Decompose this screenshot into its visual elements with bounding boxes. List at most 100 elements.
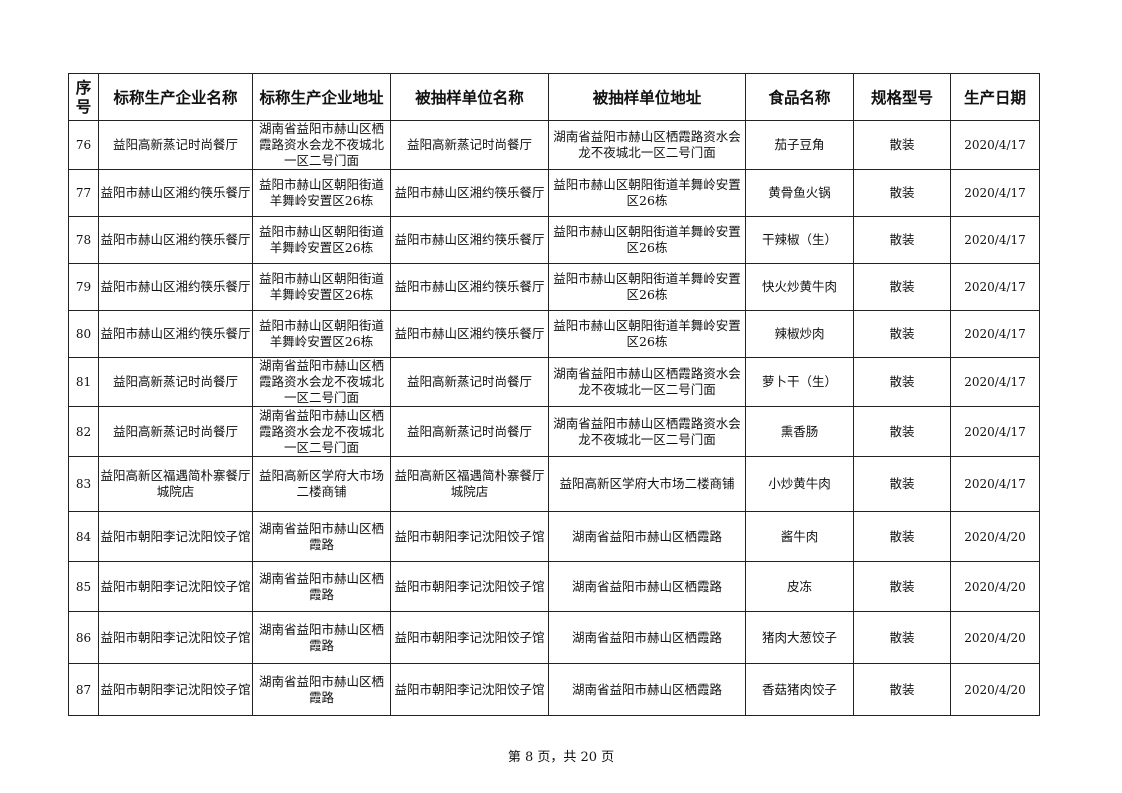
serial-cell: 82 <box>68 406 99 457</box>
production-date-cell: 2020/4/20 <box>950 561 1040 612</box>
sampled-unit-name-cell: 益阳市赫山区湘约筷乐餐厅 <box>390 310 549 358</box>
header-production-date: 生产日期 <box>950 73 1040 121</box>
sampled-unit-name-cell: 益阳市朝阳李记沈阳饺子馆 <box>390 511 549 562</box>
food-name-cell: 香菇猪肉饺子 <box>745 663 854 716</box>
header-serial: 序号 <box>68 73 99 121</box>
food-name-cell: 酱牛肉 <box>745 511 854 562</box>
table-header-row: 序号 标称生产企业名称 标称生产企业地址 被抽样单位名称 被抽样单位地址 食品名称 规格型号… <box>68 73 1040 121</box>
serial-cell: 81 <box>68 357 99 407</box>
table-row: 84 益阳市朝阳李记沈阳饺子馆 湖南省益阳市赫山区栖霞路 益阳市朝阳李记沈阳饺子馆 湖南… <box>68 511 1040 562</box>
sampled-unit-name-cell: 益阳市朝阳李记沈阳饺子馆 <box>390 663 549 716</box>
sampled-unit-address-cell: 湖南省益阳市赫山区栖霞路 <box>548 511 746 562</box>
food-name-cell: 熏香肠 <box>745 406 854 457</box>
header-specification: 规格型号 <box>853 73 951 121</box>
serial-cell: 78 <box>68 216 99 264</box>
table-row: 86 益阳市朝阳李记沈阳饺子馆 湖南省益阳市赫山区栖霞路 益阳市朝阳李记沈阳饺子馆 湖南… <box>68 611 1040 664</box>
manufacturer-address-cell: 湖南省益阳市赫山区栖霞路资水会龙不夜城北一区二号门面 <box>252 406 391 457</box>
production-date-cell: 2020/4/17 <box>950 120 1040 170</box>
manufacturer-address-cell: 湖南省益阳市赫山区栖霞路资水会龙不夜城北一区二号门面 <box>252 120 391 170</box>
specification-cell: 散装 <box>853 663 951 716</box>
table-row: 81 益阳高新蒸记时尚餐厅 湖南省益阳市赫山区栖霞路资水会龙不夜城北一区二号门面 益阳… <box>68 357 1040 407</box>
manufacturer-address-cell: 益阳市赫山区朝阳街道羊舞岭安置区26栋 <box>252 169 391 217</box>
sampled-unit-address-cell: 益阳高新区学府大市场二楼商铺 <box>548 456 746 512</box>
food-name-cell: 茄子豆角 <box>745 120 854 170</box>
specification-cell: 散装 <box>853 406 951 457</box>
manufacturer-name-cell: 益阳市朝阳李记沈阳饺子馆 <box>98 511 253 562</box>
header-food-name: 食品名称 <box>745 73 854 121</box>
specification-cell: 散装 <box>853 216 951 264</box>
manufacturer-name-cell: 益阳市赫山区湘约筷乐餐厅 <box>98 216 253 264</box>
manufacturer-name-cell: 益阳市赫山区湘约筷乐餐厅 <box>98 310 253 358</box>
sampled-unit-name-cell: 益阳高新蒸记时尚餐厅 <box>390 406 549 457</box>
production-date-cell: 2020/4/20 <box>950 511 1040 562</box>
production-date-cell: 2020/4/20 <box>950 611 1040 664</box>
serial-cell: 86 <box>68 611 99 664</box>
header-manufacturer-name: 标称生产企业名称 <box>98 73 253 121</box>
manufacturer-name-cell: 益阳市朝阳李记沈阳饺子馆 <box>98 611 253 664</box>
food-name-cell: 黄骨鱼火锅 <box>745 169 854 217</box>
specification-cell: 散装 <box>853 511 951 562</box>
serial-cell: 83 <box>68 456 99 512</box>
serial-cell: 76 <box>68 120 99 170</box>
table-row: 76 益阳高新蒸记时尚餐厅 湖南省益阳市赫山区栖霞路资水会龙不夜城北一区二号门面 益阳… <box>68 120 1040 170</box>
manufacturer-name-cell: 益阳高新蒸记时尚餐厅 <box>98 120 253 170</box>
specification-cell: 散装 <box>853 357 951 407</box>
manufacturer-name-cell: 益阳市赫山区湘约筷乐餐厅 <box>98 263 253 311</box>
food-name-cell: 干辣椒（生） <box>745 216 854 264</box>
manufacturer-name-cell: 益阳市朝阳李记沈阳饺子馆 <box>98 561 253 612</box>
food-name-cell: 萝卜干（生） <box>745 357 854 407</box>
table-row: 77 益阳市赫山区湘约筷乐餐厅 益阳市赫山区朝阳街道羊舞岭安置区26栋 益阳市赫山区湘… <box>68 169 1040 217</box>
manufacturer-address-cell: 益阳市赫山区朝阳街道羊舞岭安置区26栋 <box>252 263 391 311</box>
serial-cell: 79 <box>68 263 99 311</box>
header-manufacturer-address: 标称生产企业地址 <box>252 73 391 121</box>
manufacturer-name-cell: 益阳高新蒸记时尚餐厅 <box>98 406 253 457</box>
table-row: 78 益阳市赫山区湘约筷乐餐厅 益阳市赫山区朝阳街道羊舞岭安置区26栋 益阳市赫山区湘… <box>68 216 1040 264</box>
manufacturer-address-cell: 湖南省益阳市赫山区栖霞路 <box>252 511 391 562</box>
sampled-unit-name-cell: 益阳市赫山区湘约筷乐餐厅 <box>390 169 549 217</box>
manufacturer-address-cell: 益阳高新区学府大市场二楼商铺 <box>252 456 391 512</box>
food-name-cell: 皮冻 <box>745 561 854 612</box>
manufacturer-address-cell: 湖南省益阳市赫山区栖霞路 <box>252 611 391 664</box>
food-name-cell: 小炒黄牛肉 <box>745 456 854 512</box>
header-sampled-unit-address: 被抽样单位地址 <box>548 73 746 121</box>
sampled-unit-address-cell: 湖南省益阳市赫山区栖霞路 <box>548 561 746 612</box>
manufacturer-name-cell: 益阳市朝阳李记沈阳饺子馆 <box>98 663 253 716</box>
manufacturer-address-cell: 益阳市赫山区朝阳街道羊舞岭安置区26栋 <box>252 216 391 264</box>
sampled-unit-address-cell: 湖南省益阳市赫山区栖霞路 <box>548 663 746 716</box>
serial-cell: 77 <box>68 169 99 217</box>
sampled-unit-address-cell: 湖南省益阳市赫山区栖霞路资水会龙不夜城北一区二号门面 <box>548 120 746 170</box>
manufacturer-address-cell: 益阳市赫山区朝阳街道羊舞岭安置区26栋 <box>252 310 391 358</box>
specification-cell: 散装 <box>853 310 951 358</box>
table-row: 87 益阳市朝阳李记沈阳饺子馆 湖南省益阳市赫山区栖霞路 益阳市朝阳李记沈阳饺子馆 湖南… <box>68 663 1040 716</box>
sampled-unit-address-cell: 湖南省益阳市赫山区栖霞路资水会龙不夜城北一区二号门面 <box>548 357 746 407</box>
sampling-results-table: 序号 标称生产企业名称 标称生产企业地址 被抽样单位名称 被抽样单位地址 食品名称 规格型号… <box>68 73 1040 716</box>
specification-cell: 散装 <box>853 120 951 170</box>
sampled-unit-name-cell: 益阳市朝阳李记沈阳饺子馆 <box>390 561 549 612</box>
specification-cell: 散装 <box>853 169 951 217</box>
manufacturer-name-cell: 益阳市赫山区湘约筷乐餐厅 <box>98 169 253 217</box>
manufacturer-address-cell: 湖南省益阳市赫山区栖霞路 <box>252 561 391 612</box>
food-name-cell: 快火炒黄牛肉 <box>745 263 854 311</box>
production-date-cell: 2020/4/17 <box>950 357 1040 407</box>
sampled-unit-name-cell: 益阳高新蒸记时尚餐厅 <box>390 357 549 407</box>
sampled-unit-address-cell: 湖南省益阳市赫山区栖霞路 <box>548 611 746 664</box>
sampled-unit-address-cell: 益阳市赫山区朝阳街道羊舞岭安置区26栋 <box>548 216 746 264</box>
sampled-unit-address-cell: 益阳市赫山区朝阳街道羊舞岭安置区26栋 <box>548 310 746 358</box>
production-date-cell: 2020/4/17 <box>950 406 1040 457</box>
manufacturer-address-cell: 湖南省益阳市赫山区栖霞路资水会龙不夜城北一区二号门面 <box>252 357 391 407</box>
production-date-cell: 2020/4/17 <box>950 456 1040 512</box>
production-date-cell: 2020/4/17 <box>950 310 1040 358</box>
production-date-cell: 2020/4/17 <box>950 216 1040 264</box>
sampled-unit-name-cell: 益阳高新区福遇简朴寨餐厅城院店 <box>390 456 549 512</box>
table-row: 85 益阳市朝阳李记沈阳饺子馆 湖南省益阳市赫山区栖霞路 益阳市朝阳李记沈阳饺子馆 湖南… <box>68 561 1040 612</box>
serial-cell: 80 <box>68 310 99 358</box>
production-date-cell: 2020/4/17 <box>950 263 1040 311</box>
table-row: 80 益阳市赫山区湘约筷乐餐厅 益阳市赫山区朝阳街道羊舞岭安置区26栋 益阳市赫山区湘… <box>68 310 1040 358</box>
table-row: 83 益阳高新区福遇简朴寨餐厅城院店 益阳高新区学府大市场二楼商铺 益阳高新区福遇简朴… <box>68 456 1040 512</box>
production-date-cell: 2020/4/17 <box>950 169 1040 217</box>
page-number: 第 8 页，共 20 页 <box>507 750 615 765</box>
sampled-unit-address-cell: 湖南省益阳市赫山区栖霞路资水会龙不夜城北一区二号门面 <box>548 406 746 457</box>
sampled-unit-name-cell: 益阳高新蒸记时尚餐厅 <box>390 120 549 170</box>
header-sampled-unit-name: 被抽样单位名称 <box>390 73 549 121</box>
specification-cell: 散装 <box>853 456 951 512</box>
